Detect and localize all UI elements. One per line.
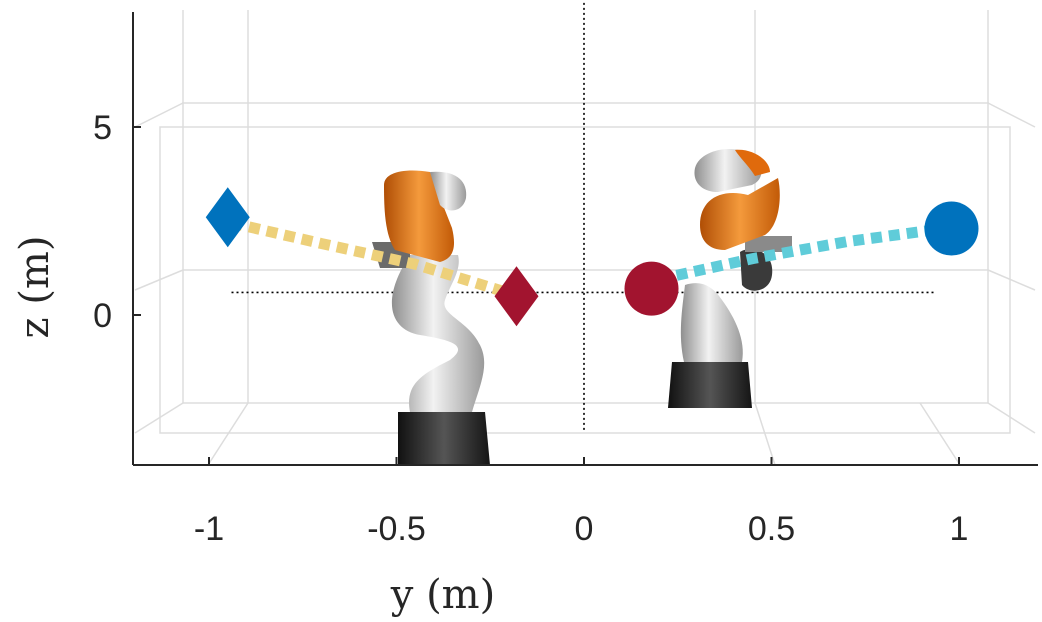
diamond-marker-0 <box>205 187 250 248</box>
circle-marker-3 <box>924 201 979 256</box>
x-tick-label: 1 <box>950 510 969 548</box>
y-ticks: 05 <box>93 109 141 335</box>
y-tick-label: 5 <box>93 109 112 147</box>
y-axis-label: z (m) <box>12 236 58 339</box>
circle-marker-2 <box>624 261 679 316</box>
trajectory-path-4 <box>230 217 515 300</box>
data-marks <box>205 187 979 327</box>
robot-arm-left <box>372 170 490 465</box>
x-tick-label: -1 <box>194 510 224 548</box>
grid-box <box>134 10 1036 466</box>
reference-lines <box>231 2 937 432</box>
y-tick-label: 0 <box>93 297 112 335</box>
x-axis-label: y (m) <box>390 572 495 618</box>
trajectory-path-5 <box>657 223 945 285</box>
robot-arm-right <box>668 148 792 408</box>
x-tick-label: -0.5 <box>367 510 426 548</box>
diamond-marker-1 <box>494 266 539 327</box>
axes <box>132 12 1038 466</box>
x-tick-label: 0 <box>575 510 594 548</box>
x-tick-label: 0.5 <box>748 510 795 548</box>
x-ticks: -1 -0.5 0 0.5 1 <box>194 457 969 548</box>
